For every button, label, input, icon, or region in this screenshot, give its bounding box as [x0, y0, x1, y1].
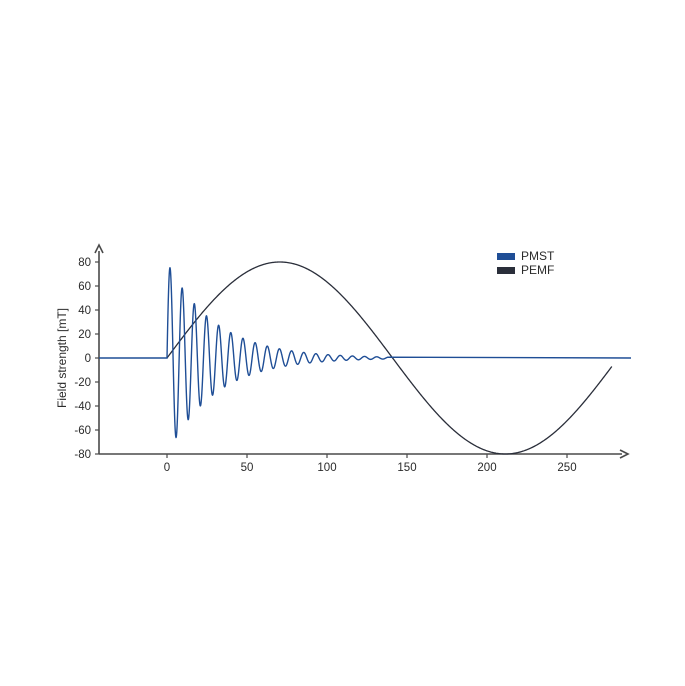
x-tick-label: 0	[164, 462, 170, 474]
legend-label-pmst: PMST	[521, 249, 555, 263]
y-axis-title: Field strength [mT]	[55, 308, 69, 408]
y-axis-arrow	[94, 243, 104, 254]
y-tick-label: 0	[85, 353, 91, 365]
legend-swatch-pmst	[497, 253, 515, 260]
y-tick-label: 80	[78, 257, 91, 269]
series-pmst-line	[99, 267, 632, 439]
y-tick-label: -80	[74, 449, 91, 461]
legend-label-pemf: PEMF	[521, 263, 554, 277]
x-tick-label: 250	[557, 462, 576, 474]
y-tick-label: -60	[74, 425, 91, 437]
legend-swatch-pemf	[497, 267, 515, 274]
x-tick-label: 200	[477, 462, 496, 474]
x-tick-label: 150	[397, 462, 416, 474]
series-layer	[99, 261, 632, 455]
series-pemf-line	[166, 261, 613, 455]
axes	[94, 243, 630, 459]
x-tick-label: 50	[241, 462, 254, 474]
x-tick-label: 100	[317, 462, 336, 474]
y-tick-label: 20	[78, 329, 91, 341]
y-tick-label: -20	[74, 377, 91, 389]
y-tick-label: 60	[78, 281, 91, 293]
x-axis-arrow	[619, 449, 630, 459]
y-tick-label: 40	[78, 305, 91, 317]
y-tick-label: -40	[74, 401, 91, 413]
